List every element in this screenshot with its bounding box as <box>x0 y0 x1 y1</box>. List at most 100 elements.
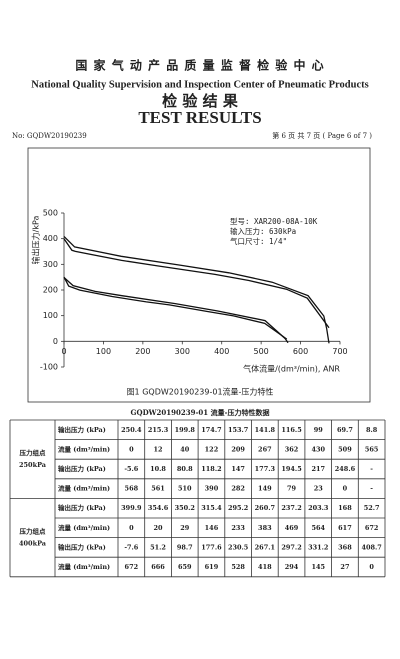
cell-value: 362 <box>285 445 299 453</box>
cell-value: 368 <box>338 543 352 551</box>
y-tick-label: 500 <box>43 209 58 218</box>
cell-value: 399.9 <box>121 504 142 512</box>
cell-value: 149 <box>258 485 272 493</box>
cell-value: 295.2 <box>228 504 248 512</box>
y-tick-label: 200 <box>43 286 58 295</box>
cell-value: 69.7 <box>337 426 353 434</box>
row-label: 输出压力 (kPa) <box>58 464 106 473</box>
row-label: 输出压力 (kPa) <box>58 542 106 551</box>
cell-value: 153.7 <box>228 426 248 434</box>
cell-value: 174.7 <box>201 426 221 434</box>
cell-value: 79 <box>287 485 297 493</box>
cell-value: 250.4 <box>121 426 142 434</box>
cell-value: 27 <box>340 563 349 571</box>
cell-value: - <box>370 465 373 473</box>
report-number: No: GQDW20190239 <box>12 132 87 140</box>
cell-value: 177.3 <box>255 465 276 473</box>
group-setpoint: 250kPa <box>19 461 47 469</box>
y-tick-label: 100 <box>43 311 58 320</box>
cell-value: 80.8 <box>177 465 193 473</box>
results-title-cn: 检 验 结 果 <box>162 92 239 110</box>
chart-frame <box>27 147 371 403</box>
center-title-cn: 国 家 气 动 产 品 质 量 监 督 检 验 中 心 <box>75 58 324 73</box>
cell-value: 408.7 <box>361 543 381 551</box>
cell-value: 233 <box>231 524 245 532</box>
center-title-en: National Quality Supervision and Inspect… <box>31 79 368 90</box>
cell-value: 20 <box>154 524 164 532</box>
cell-value: 122 <box>205 445 219 453</box>
chart-caption: 图1 GQDW20190239-01流量-压力特性 <box>127 387 274 397</box>
y-tick-label: 300 <box>43 260 58 269</box>
cell-value: 267 <box>258 445 272 453</box>
cell-value: 168 <box>338 504 352 512</box>
x-tick-label: 300 <box>175 347 190 356</box>
flow-pressure-curve <box>63 276 288 340</box>
cell-value: 568 <box>125 485 139 493</box>
group-label: 压力组点 <box>20 527 47 536</box>
cell-value: -7.6 <box>124 543 138 551</box>
row-label: 流量 (dm³/min) <box>58 484 110 493</box>
cell-value: 10.8 <box>150 465 166 473</box>
cell-value: 0 <box>343 485 348 493</box>
y-tick-label: 400 <box>43 234 58 243</box>
flow-pressure-curve <box>63 238 330 329</box>
annotation: 输入压力: 630kPa <box>230 226 296 236</box>
cell-value: 561 <box>151 485 165 493</box>
cell-value: 217 <box>311 465 325 473</box>
cell-value: 8.8 <box>366 426 378 434</box>
cell-value: 267.1 <box>255 543 275 551</box>
row-label: 流量 (dm³/min) <box>58 523 110 532</box>
cell-value: 659 <box>178 563 192 571</box>
cell-value: 509 <box>338 445 352 453</box>
x-tick-label: 500 <box>254 347 269 356</box>
cell-value: 199.8 <box>175 426 196 434</box>
cell-value: 116.5 <box>281 426 302 434</box>
row-label: 流量 (dm³/min) <box>58 444 110 453</box>
cell-value: 297.2 <box>281 543 301 551</box>
cell-value: 99 <box>314 426 324 434</box>
x-tick-label: 100 <box>96 347 111 356</box>
cell-value: 0 <box>369 563 374 571</box>
cell-value: 215.3 <box>148 426 169 434</box>
cell-value: 260.7 <box>255 504 275 512</box>
cell-value: 565 <box>365 445 379 453</box>
cell-value: 194.5 <box>281 465 302 473</box>
row-label: 流量 (dm³/min) <box>58 562 110 571</box>
x-axis-label: 气体流量/(dm³/min), ANR <box>243 364 340 374</box>
cell-value: 203.3 <box>308 504 329 512</box>
cell-value: 237.2 <box>281 504 301 512</box>
cell-value: 418 <box>258 563 272 571</box>
row-label: 输出压力 (kPa) <box>58 425 106 434</box>
cell-value: 354.6 <box>148 504 169 512</box>
cell-value: 23 <box>314 485 324 493</box>
cell-value: 672 <box>125 563 139 571</box>
x-tick-label: 400 <box>214 347 229 356</box>
x-tick-label: 0 <box>61 347 66 356</box>
flow-pressure-curve <box>63 235 330 344</box>
cell-value: 40 <box>180 445 190 453</box>
page-number: 第 6 页 共 7 页 ( Page 6 of 7 ) <box>272 131 372 140</box>
cell-value: 248.6 <box>335 465 356 473</box>
cell-value: 98.7 <box>177 543 193 551</box>
row-label: 输出压力 (kPa) <box>58 503 106 512</box>
x-tick-label: 700 <box>332 347 347 356</box>
cell-value: 209 <box>231 445 245 453</box>
cell-value: 52.7 <box>364 504 380 512</box>
cell-value: 29 <box>180 524 190 532</box>
cell-value: 350.2 <box>175 504 195 512</box>
x-tick-label: 600 <box>293 347 308 356</box>
cell-value: 118.2 <box>201 465 221 473</box>
cell-value: 146 <box>205 524 219 532</box>
x-tick-label: 200 <box>135 347 150 356</box>
cell-value: 282 <box>231 485 245 493</box>
cell-value: 390 <box>205 485 219 493</box>
cell-value: 51.2 <box>150 543 166 551</box>
annotation: 型号: XAR200-08A-10K <box>230 217 318 226</box>
flow-pressure-curve <box>63 277 289 344</box>
cell-value: - <box>370 485 373 493</box>
cell-value: 145 <box>311 563 325 571</box>
cell-value: 617 <box>338 524 352 532</box>
cell-value: -5.6 <box>124 465 138 473</box>
cell-value: 147 <box>231 465 245 473</box>
group-label: 压力组点 <box>20 448 47 457</box>
